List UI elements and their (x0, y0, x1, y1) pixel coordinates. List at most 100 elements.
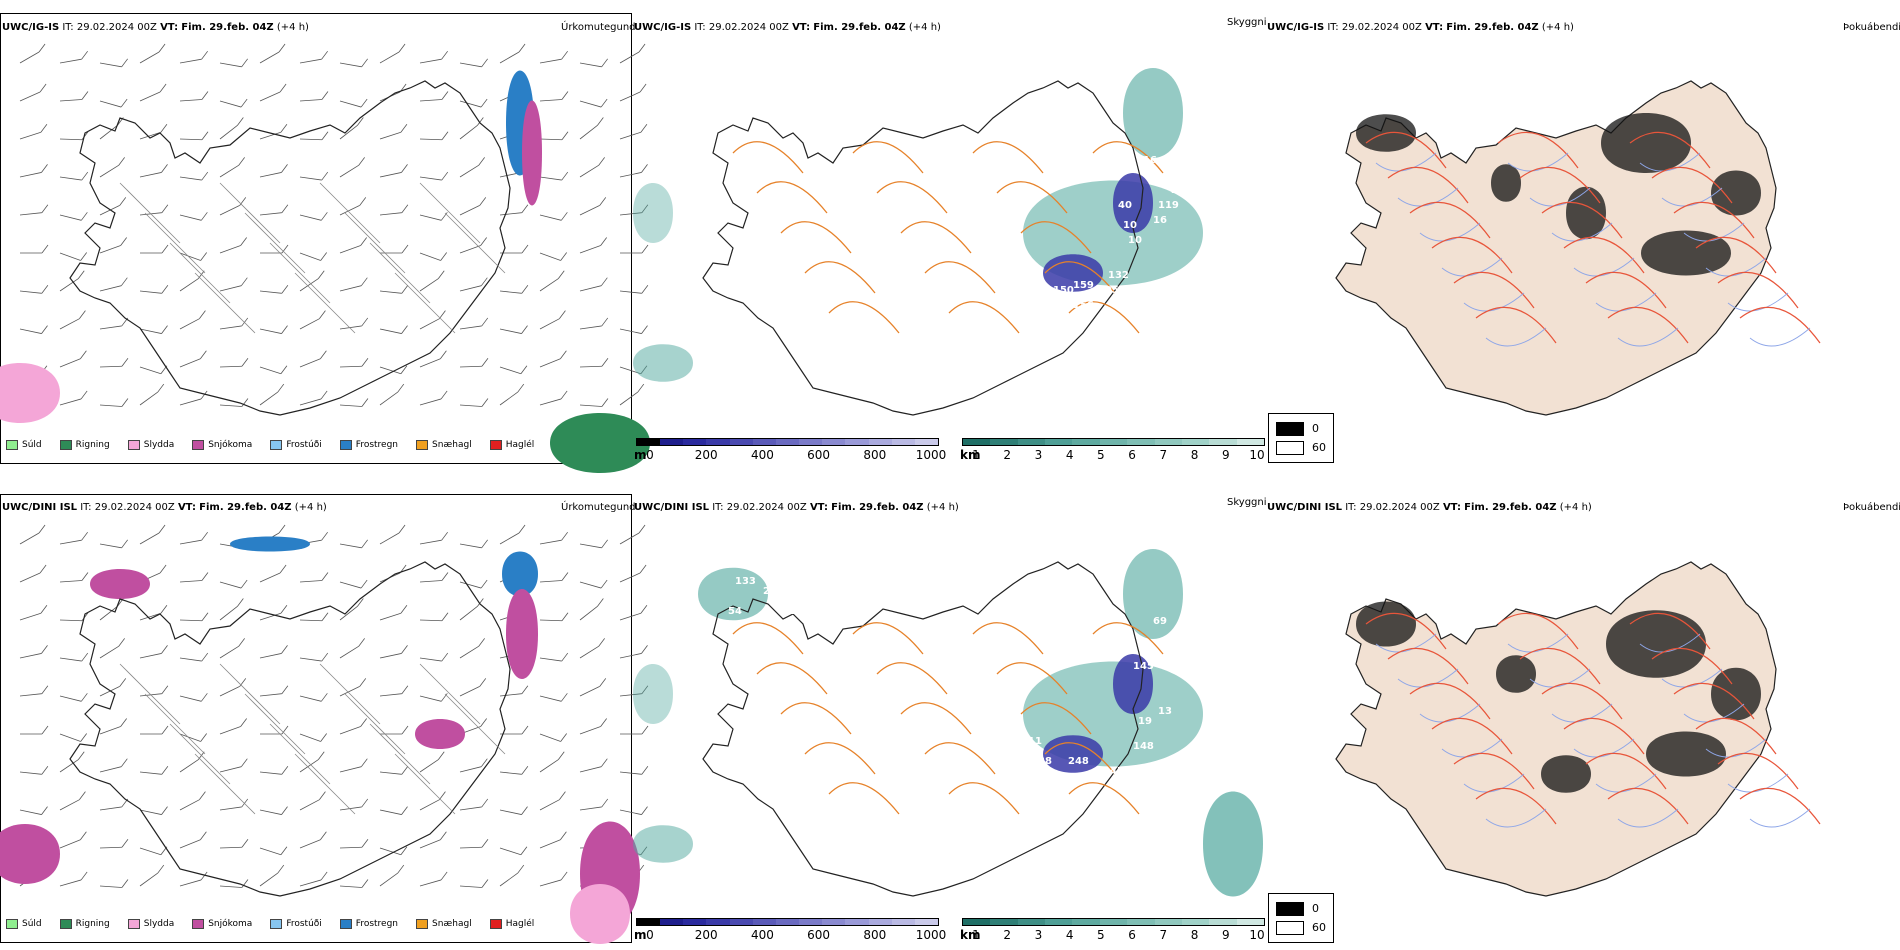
colorbar-bin (1127, 439, 1155, 445)
colorbar-tick-label: 800 (863, 928, 887, 942)
colorbar-bin (914, 919, 939, 925)
label-vis-top: Skyggni (1227, 17, 1267, 28)
legend-item-súld: Súld (6, 440, 42, 450)
title-precip-bottom: UWC/DINI ISL IT: 29.02.2024 00Z VT: Fim.… (2, 502, 327, 513)
fog-legend-bottom: 0 60 (1268, 893, 1334, 943)
colorbar-tick-label: 400 (750, 448, 774, 462)
vis-panel-bottom (633, 494, 1265, 943)
colorbar-tick-label: 1000 (915, 928, 947, 942)
fog-swatch-0 (1276, 901, 1304, 916)
legend-swatch (339, 919, 352, 929)
label-precip-top: Úrkomutegund (561, 22, 636, 33)
colorbar-bin (799, 439, 823, 445)
colorbar-bin (1154, 439, 1182, 445)
colorbar-tick-label: 7 (1159, 928, 1168, 942)
colorbar-bin (660, 919, 684, 925)
fog-panel-top (1266, 13, 1900, 464)
colorbar-tick-label: 400 (750, 928, 774, 942)
colorbar-bin (990, 439, 1018, 445)
colorbar-tick-label: 9 (1221, 448, 1230, 462)
colorbar-tick-label: 8 (1190, 928, 1199, 942)
colorbar-unit: km (960, 928, 981, 942)
colorbar-bin (1099, 919, 1128, 925)
label-vis-bottom: Skyggni (1227, 497, 1267, 508)
colorbar-tick-label: 5 (1097, 928, 1105, 942)
colorbar-bin (799, 919, 823, 925)
colorbar-bin (752, 439, 776, 445)
colorbar-m-bottom (636, 918, 939, 926)
colorbar-tick-label: 600 (807, 928, 831, 942)
legend-item-frostregn: Frostregn (339, 440, 398, 450)
colorbar-bin (891, 919, 915, 925)
legend-swatch (127, 440, 140, 450)
colorbar-tick-label: 5 (1097, 448, 1105, 462)
colorbar-tick-label: 9 (1221, 928, 1230, 942)
fog-panel-bottom (1266, 494, 1900, 943)
legend-swatch (127, 919, 140, 929)
colorbar-tick-label: 0 (646, 928, 654, 942)
fog-label-0: 0 (1312, 422, 1319, 435)
colorbar-bin (1072, 439, 1100, 445)
colorbar-bin (683, 919, 707, 925)
legend-swatch (489, 440, 502, 450)
colorbar-tick-label: 3 (1034, 928, 1043, 942)
colorbar-bin (1236, 439, 1264, 445)
colorbar-bin (845, 439, 869, 445)
precip-legend-bottom: Súld Rigning Slydda Snjókoma Frostúði Frostre… (6, 919, 534, 929)
colorbar-tick-label: 3 (1034, 448, 1043, 462)
precip-panel-top (0, 13, 632, 464)
legend-item-slydda: Slydda (127, 440, 175, 450)
legend-item-frostúði: Frostúði (270, 440, 322, 450)
colorbar-bin (1045, 439, 1073, 445)
fog-label-60: 60 (1312, 441, 1326, 454)
colorbar-tick-label: 6 (1128, 928, 1136, 942)
legend-label: Haglél (505, 440, 535, 450)
colorbar-bin (1017, 919, 1046, 925)
colorbar-bin (1181, 439, 1210, 445)
legend-label: Slydda (143, 919, 175, 929)
fog-label-60: 60 (1312, 921, 1326, 934)
legend-label: Snæhagl (432, 919, 472, 929)
colorbar-bin (1127, 919, 1155, 925)
legend-label: Frostúði (286, 440, 322, 450)
legend-swatch (192, 440, 205, 450)
colorbar-tick-label: 4 (1065, 448, 1074, 462)
colorbar-bin (1099, 439, 1128, 445)
legend-swatch (59, 440, 72, 450)
colorbar-unit: km (960, 448, 981, 462)
colorbar-bin (775, 439, 800, 445)
colorbar-bin (660, 439, 684, 445)
fog-legend-top: 0 60 (1268, 413, 1334, 463)
legend-swatch (339, 440, 352, 450)
title-vis-bottom: UWC/DINI ISL IT: 29.02.2024 00Z VT: Fim.… (634, 502, 959, 513)
legend-label: Frostúði (286, 919, 322, 929)
legend-swatch (489, 919, 502, 929)
legend-swatch (270, 440, 283, 450)
title-vis-top: UWC/IG-IS IT: 29.02.2024 00Z VT: Fim. 29… (634, 22, 941, 33)
colorbar-tick-label: 1 (972, 928, 980, 942)
label-fog-top: Þokuábendi (1843, 22, 1900, 33)
colorbar-tick-label: 800 (863, 448, 887, 462)
colorbar-km-bottom (962, 918, 1265, 926)
fog-swatch-0 (1276, 421, 1304, 436)
legend-item-súld: Súld (6, 919, 42, 929)
colorbar-bin (706, 439, 730, 445)
label-precip-bottom: Úrkomutegund (561, 502, 636, 513)
colorbar-tick-label: 200 (694, 928, 718, 942)
legend-label: Slydda (143, 440, 175, 450)
colorbar-bin (868, 439, 892, 445)
colorbar-bin (1072, 919, 1100, 925)
legend-swatch (416, 440, 429, 450)
colorbar-bin (914, 439, 939, 445)
colorbar-bin (963, 919, 991, 925)
legend-item-rigning: Rigning (59, 919, 110, 929)
colorbar-bin (1236, 919, 1264, 925)
precip-panel-bottom (0, 494, 632, 943)
colorbar-bin (1045, 919, 1073, 925)
colorbar-tick-label: 4 (1065, 928, 1074, 942)
legend-item-snæhagl: Snæhagl (416, 919, 472, 929)
legend-swatch (416, 919, 429, 929)
legend-label: Snjókoma (208, 440, 253, 450)
title-precip-top: UWC/IG-IS IT: 29.02.2024 00Z VT: Fim. 29… (2, 22, 309, 33)
legend-label: Frostregn (355, 919, 399, 929)
